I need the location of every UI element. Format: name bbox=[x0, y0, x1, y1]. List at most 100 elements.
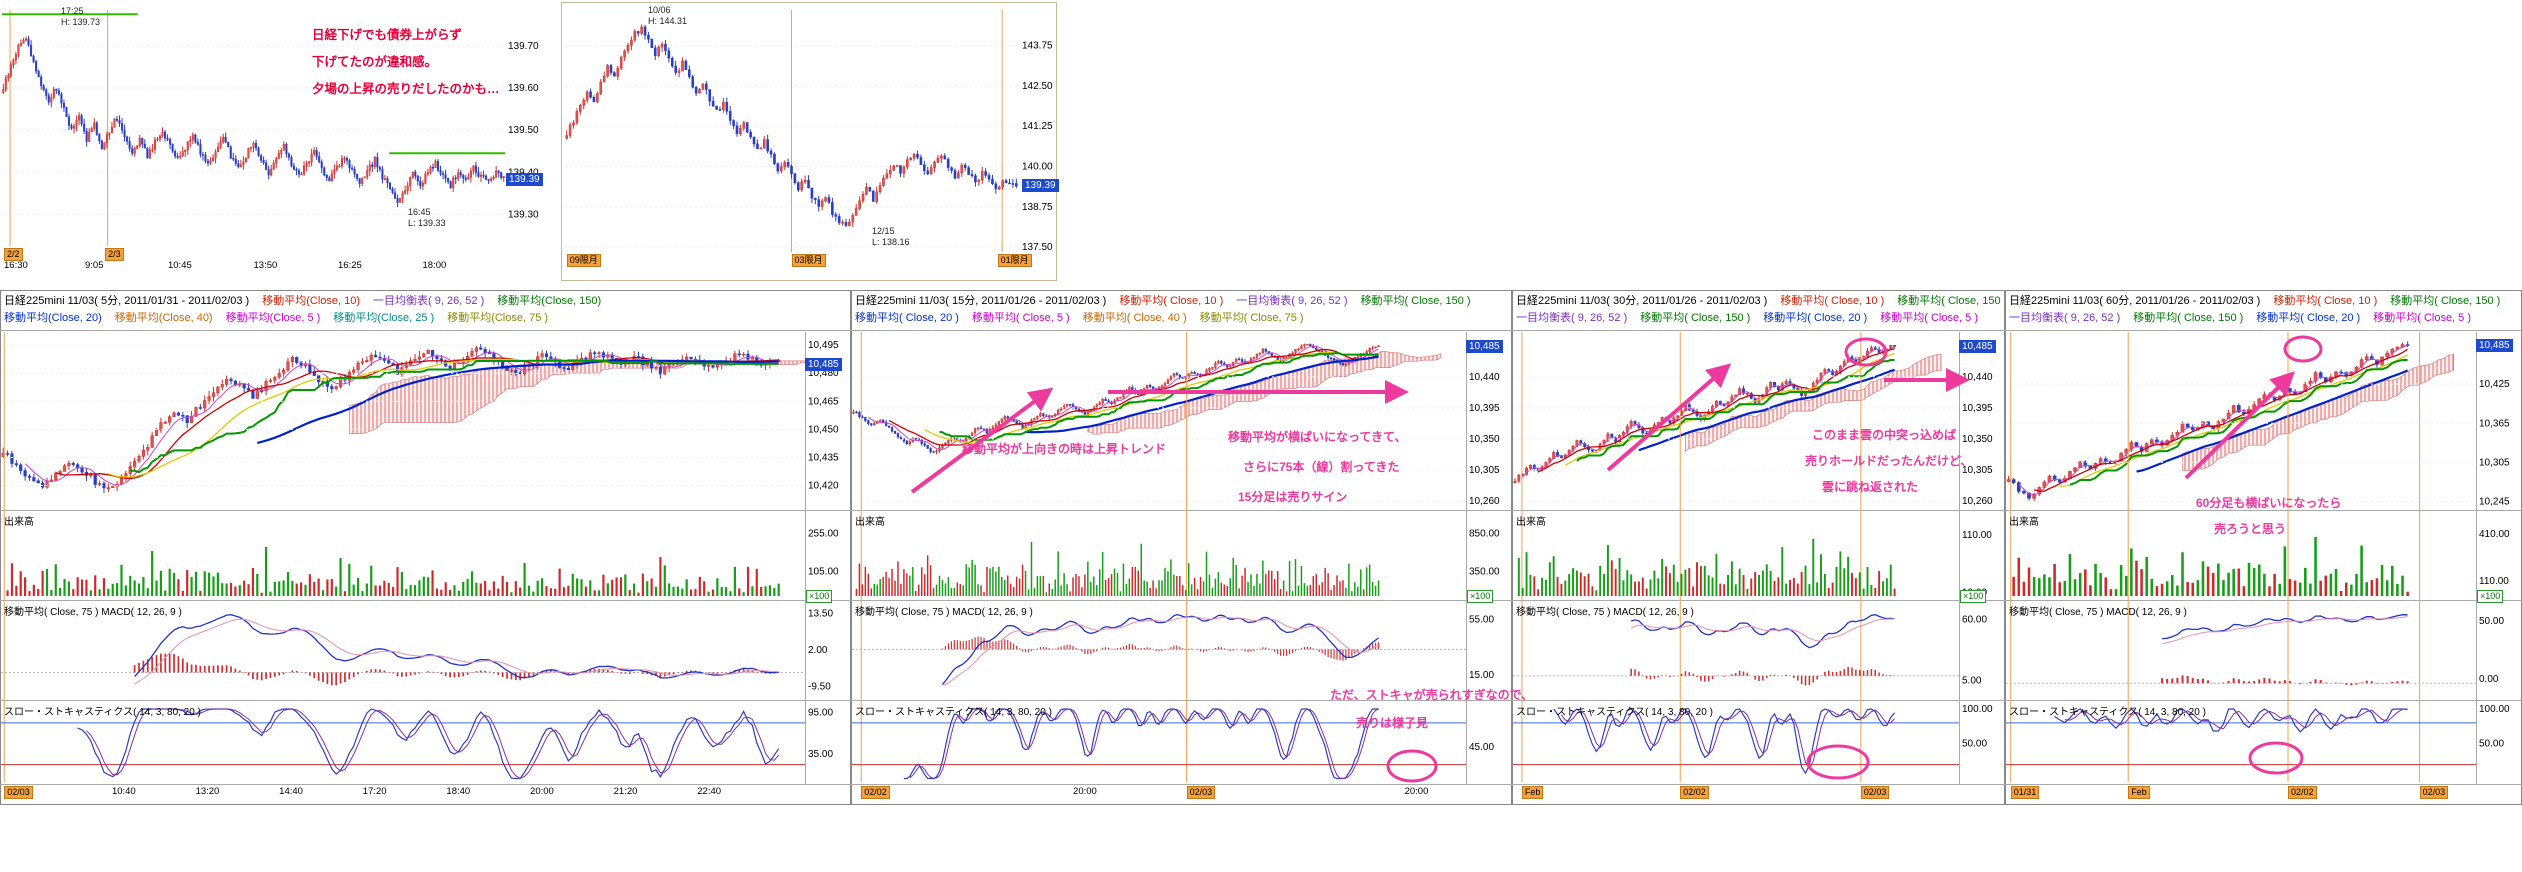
volume-unit-badge: ×100 bbox=[806, 590, 833, 603]
indicator-label: 一目均衡表( 9, 26, 52 ) bbox=[1516, 312, 1628, 324]
current-price-tag: 10,485 bbox=[805, 358, 842, 371]
annotation-text: 60分足も横ばいになったら bbox=[2196, 496, 2342, 510]
time-axis-label: 22:40 bbox=[697, 786, 722, 797]
y-axis-label: 10,480 bbox=[808, 368, 839, 379]
nikkei-5min-plot-area[interactable] bbox=[1, 332, 805, 508]
slow-ma-line bbox=[1025, 355, 1379, 434]
y-axis-label: 139.60 bbox=[508, 83, 539, 94]
y-axis-label: 10,395 bbox=[1962, 403, 1993, 414]
macd-pane: 55.00 15.00 bbox=[852, 614, 1494, 686]
kijun-line bbox=[939, 351, 1379, 441]
y-axis-label: 10,260 bbox=[1469, 496, 1500, 507]
current-price-tag: 139.39 bbox=[506, 173, 543, 186]
nikkei-15min-plot-area[interactable] bbox=[852, 332, 1466, 508]
y-axis-label: 10,350 bbox=[1469, 434, 1500, 445]
macd-scale-label: 13.50 bbox=[808, 609, 833, 620]
indicator-label: 日経225mini 11/03( 60分, 2011/01/26 - 2011/… bbox=[2009, 295, 2261, 307]
nikkei-60min-panel: 10,425 10,365 10,305 10,245 410.00 110.00 50.0… bbox=[2005, 290, 2522, 805]
y-axis-label: 142.50 bbox=[1022, 81, 1053, 92]
note-line: 日経下げでも債券上がらず bbox=[312, 28, 462, 42]
macd-scale-label: 60.00 bbox=[1962, 614, 1987, 625]
stoch-pane-label: スロー・ストキャスティクス( 14, 3, 80, 20 ) bbox=[1516, 707, 1713, 718]
macd-scale-label: 2.00 bbox=[808, 645, 828, 656]
volume-scale-label: 850.00 bbox=[1469, 528, 1500, 539]
indicator-label: 移動平均( Close, 10 ) bbox=[1780, 295, 1885, 307]
low-value: L: 138.16 bbox=[872, 237, 910, 247]
high-time: 10/06 bbox=[648, 5, 671, 15]
annotation-shapes bbox=[910, 335, 2323, 783]
panel-title-line: 一目均衡表( 9, 26, 52 ) 移動平均( Close, 150 ) 移動平均… bbox=[1516, 309, 2001, 324]
volume-scale-label: 255.00 bbox=[808, 529, 839, 540]
time-axis-label: 20:00 bbox=[1073, 786, 1097, 797]
time-axis-label: 02/02 bbox=[1680, 786, 1709, 799]
time-axis-label: 13:20 bbox=[195, 786, 220, 797]
macd-pane: 13.50 2.00 -9.50 bbox=[1, 609, 833, 692]
y-axis-label: 10,365 bbox=[2479, 418, 2510, 429]
time-axis-label: 02/03 bbox=[1860, 786, 1890, 799]
annotation-arrow bbox=[1606, 363, 1732, 472]
macd-scale-label: 5.00 bbox=[1962, 676, 1982, 687]
session-label: 01限月 bbox=[997, 254, 1032, 267]
time-axis-label: Feb bbox=[2128, 786, 2150, 799]
macd-pane-label: 移動平均( Close, 75 ) MACD( 12, 26, 9 ) bbox=[4, 607, 182, 618]
volume-scale-label: 350.00 bbox=[1469, 566, 1500, 577]
current-price-tag: 139.39 bbox=[1022, 179, 1059, 192]
y-axis-label: 10,305 bbox=[1469, 465, 1500, 476]
volume-pane-label: 出来高 bbox=[1516, 517, 1546, 528]
y-axis-label: 10,440 bbox=[1469, 372, 1500, 383]
indicator-label: 移動平均(Close, 40) bbox=[114, 312, 213, 324]
stochastics-pane: 45.00 bbox=[852, 708, 1494, 780]
y-axis-label: 10,425 bbox=[2479, 379, 2510, 390]
y-axis-label: 138.75 bbox=[1022, 202, 1053, 213]
stoch-scale-label: 95.00 bbox=[808, 707, 833, 718]
y-axis-label: 10,305 bbox=[1962, 465, 1993, 476]
bond-daily-plot-area[interactable] bbox=[565, 10, 1018, 252]
session-label: 09限月 bbox=[566, 254, 601, 267]
time-axis-label: 9:05 bbox=[84, 260, 104, 271]
volume-scale-label: 110.00 bbox=[1962, 530, 1992, 541]
time-axis-label: 18:40 bbox=[446, 786, 471, 797]
stochastics-pane: 100.00 50.00 bbox=[1513, 704, 1993, 775]
volume-pane-label: 出来高 bbox=[2009, 517, 2039, 528]
indicator-label: 移動平均(Close, 150) bbox=[497, 295, 602, 307]
low-time: 12/15 bbox=[872, 226, 895, 236]
annotation-circle bbox=[2283, 335, 2323, 363]
slow-ma-line bbox=[257, 359, 779, 444]
time-axis-label: 01/31 bbox=[2010, 786, 2040, 799]
volume-unit-badge: ×100 bbox=[1960, 590, 1987, 603]
indicator-label: 移動平均(Close, 25 ) bbox=[333, 312, 435, 324]
time-axis-label: 02/03 bbox=[1186, 786, 1216, 799]
y-axis-label: 139.50 bbox=[508, 125, 539, 136]
y-axis-label: 140.00 bbox=[1022, 161, 1053, 172]
time-axis-label: 10:40 bbox=[111, 786, 136, 797]
nikkei-30min-panel: 10,440 10,395 10,350 10,305 10,260 110.0010.0… bbox=[1512, 290, 2005, 805]
y-axis-label: 143.75 bbox=[1022, 40, 1053, 51]
indicator-label: 日経225mini 11/03( 15分, 2011/01/26 - 2011/… bbox=[855, 295, 1107, 307]
macd-pane-label: 移動平均( Close, 75 ) MACD( 12, 26, 9 ) bbox=[2009, 607, 2187, 618]
annotation-circle bbox=[1844, 337, 1888, 367]
main-chart bbox=[1513, 344, 1942, 484]
session-label: 03限月 bbox=[791, 254, 826, 267]
stoch-scale-label: 100.00 bbox=[1962, 704, 1993, 715]
indicator-label: 移動平均( Close, 150 ) bbox=[1897, 295, 2001, 307]
annotation-text: 移動平均が横ばいになってきて、 bbox=[1228, 430, 1407, 444]
indicator-label: 移動平均(Close, 5 ) bbox=[225, 312, 321, 324]
high-label: 10/06 H: 144.31 bbox=[648, 5, 687, 27]
kijun-line bbox=[1576, 359, 1895, 462]
high-value: H: 144.31 bbox=[648, 16, 688, 26]
ichimoku-cloud bbox=[2182, 353, 2455, 471]
macd-scale-label: 15.00 bbox=[1469, 670, 1494, 681]
y-axis-label: 10,495 bbox=[808, 340, 839, 351]
bond-daily-chart: 143.75 142.50 141.25 140.00 138.75 137.50 bbox=[561, 2, 1057, 281]
time-axis-label: 02/02 bbox=[2288, 786, 2317, 799]
time-axis-label: 17:20 bbox=[362, 786, 387, 797]
stochastics-pane: 95.00 35.00 bbox=[1, 707, 833, 780]
nikkei-60min-plot-area[interactable] bbox=[2006, 332, 2476, 508]
annotation-text: 売ろうと思う bbox=[2214, 522, 2287, 536]
annotation-text: 15分足は売りサイン bbox=[1238, 490, 1348, 504]
time-axis-label: 20:00 bbox=[530, 786, 554, 797]
ichimoku-cloud bbox=[1685, 354, 1942, 453]
y-axis-label: 10,305 bbox=[2479, 457, 2510, 468]
